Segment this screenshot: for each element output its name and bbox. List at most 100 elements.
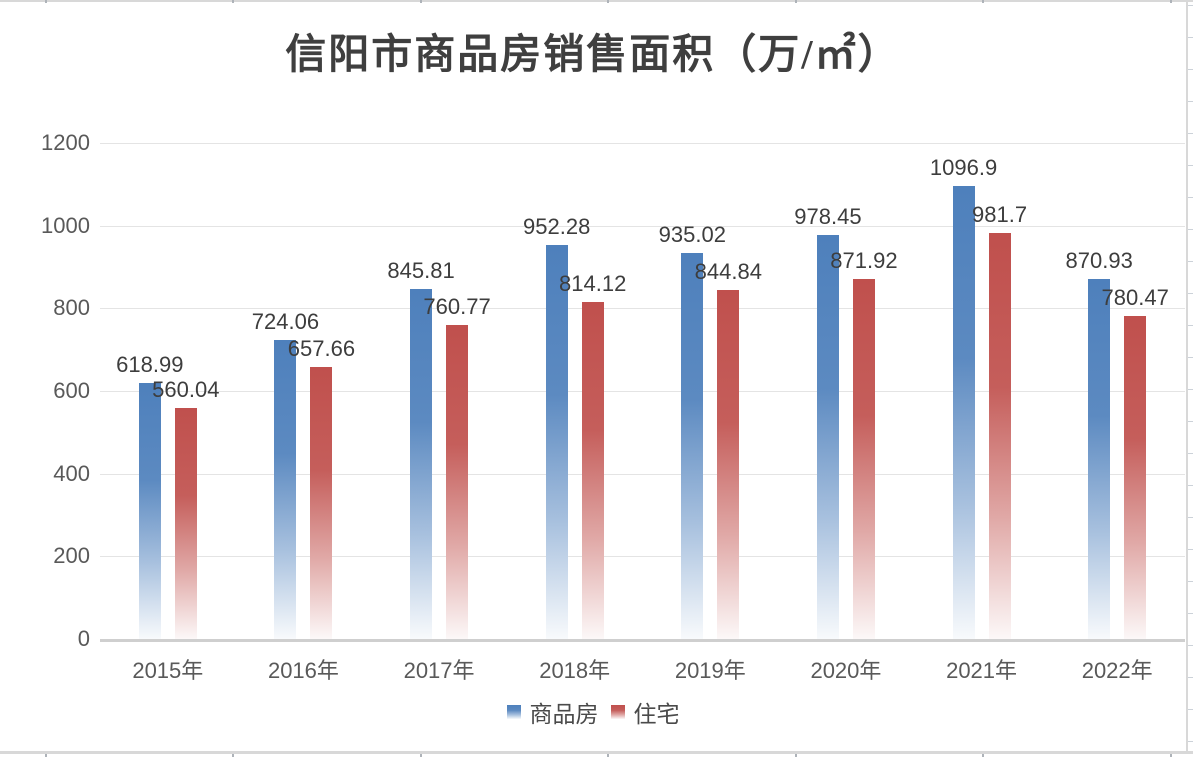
gridline [100,225,1185,227]
gridline [100,143,1185,144]
sheet-row-gridline [1188,293,1193,294]
chart-right-border [1186,0,1188,754]
sheet-row-gridline [1188,133,1193,134]
sheet-row-gridline [1188,485,1193,486]
legend: 商品房 住宅 [0,696,1186,728]
sheet-row-gridline [1188,645,1193,646]
sheet-column-gridline [45,0,47,3]
bar-series1-2015年[interactable] [138,383,161,639]
bar-value-label: 870.93 [1065,248,1133,273]
bar-value-label: 1096.9 [929,154,998,180]
gridline [100,556,1185,558]
bar-value-label: 814.12 [559,271,627,297]
legend-item-series1[interactable]: 商品房 [506,695,599,729]
y-axis-tick-label: 400 [53,460,90,486]
sheet-column-gridline [420,0,422,3]
bar-series1-2020年[interactable] [816,234,839,639]
chart-top-border [0,0,1193,2]
y-axis-tick-label: 1200 [41,130,90,155]
bar-series2-2021年[interactable] [988,233,1011,639]
bar-series1-2019年[interactable] [681,252,704,639]
sheet-row-gridline [1188,677,1193,678]
y-axis-tick-label: 800 [53,295,90,321]
x-axis-label: 2016年 [267,658,339,683]
sheet-column-gridline [795,0,797,3]
bar-series1-2021年[interactable] [952,185,975,639]
sheet-row-gridline [1188,5,1193,6]
y-axis-tick-label: 1000 [41,212,90,238]
bar-value-label: 657.66 [287,336,356,362]
bar-value-label: 871.92 [830,247,898,273]
bar-value-label: 844.84 [694,258,762,284]
sheet-row-gridline [1188,69,1193,70]
x-axis-label: 2020年 [810,658,882,683]
x-axis-label: 2015年 [132,658,204,683]
x-axis-label: 2022年 [1081,658,1153,683]
sheet-row-gridline [1188,229,1193,230]
bar-value-label: 760.77 [423,293,491,319]
bar-value-label: 724.06 [251,308,320,334]
bar-series1-2022年[interactable] [1088,279,1111,639]
sheet-row-gridline [1188,453,1193,454]
chart-bottom-border [0,751,1193,754]
bar-series2-2019年[interactable] [717,289,740,639]
x-axis-label: 2017年 [403,658,475,683]
sheet-column-gridline [982,0,984,3]
gridline [100,473,1185,475]
legend-label-series2: 住宅 [633,702,680,727]
legend-swatch-series2 [610,705,625,719]
bar-value-label: 618.99 [116,352,184,378]
bar-series1-2016年[interactable] [274,339,297,639]
sheet-row-gridline [1188,325,1193,326]
sheet-column-gridline [420,754,422,757]
bar-value-label: 560.04 [152,376,220,402]
sheet-column-gridline [45,754,47,757]
sheet-column-gridline [982,754,984,757]
sheet-row-gridline [1188,165,1193,166]
x-axis-label: 2019年 [674,658,746,683]
sheet-row-gridline [1188,357,1193,358]
sheet-row-gridline [1188,549,1193,550]
sheet-column-gridline [1170,754,1172,757]
sheet-row-gridline [1188,197,1193,198]
bar-series2-2017年[interactable] [446,324,469,639]
sheet-column-gridline [607,0,609,3]
y-axis-tick-label: 0 [77,626,90,651]
y-axis-tick-label: 200 [53,543,90,569]
sheet-row-gridline [1188,581,1193,582]
gridline [100,391,1185,392]
bar-series2-2016年[interactable] [310,367,333,639]
x-axis-label: 2021年 [946,658,1018,683]
sheet-column-gridline [607,754,609,757]
bar-series1-2017年[interactable] [410,289,433,639]
x-axis-line [100,639,1185,642]
bar-value-label: 780.47 [1101,285,1169,311]
bar-value-label: 978.45 [794,203,862,229]
sheet-row-gridline [1188,517,1193,518]
sheet-column-gridline [1170,0,1172,3]
bar-series1-2018年[interactable] [545,245,568,639]
sheet-row-gridline [1188,709,1193,710]
bar-series2-2015年[interactable] [174,407,197,639]
bar-value-label: 981.7 [972,202,1028,228]
bar-value-label: 845.81 [387,258,455,284]
sheet-column-gridline [795,754,797,757]
sheet-row-gridline [1188,613,1193,614]
bar-value-label: 935.02 [658,221,726,247]
gridline [100,308,1185,310]
legend-swatch-series1 [506,705,521,719]
bar-series2-2020年[interactable] [852,278,875,639]
sheet-row-gridline [1188,261,1193,262]
sheet-row-gridline [1188,37,1193,38]
sheet-column-gridline [232,754,234,757]
bar-series2-2018年[interactable] [581,302,604,639]
chart-title[interactable]: 信阳市商品房销售面积（万/㎡） [285,31,901,77]
sheet-row-gridline [1188,389,1193,390]
legend-label-series1: 商品房 [529,702,599,727]
bar-series2-2022年[interactable] [1124,316,1147,639]
bar-value-label: 952.28 [523,214,591,240]
legend-item-series2[interactable]: 住宅 [610,695,680,729]
sheet-row-gridline [1188,741,1193,742]
